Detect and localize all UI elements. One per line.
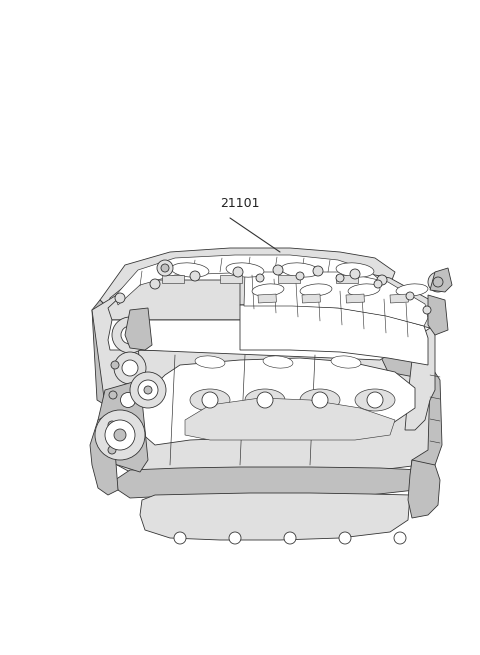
Circle shape — [428, 272, 448, 292]
Polygon shape — [140, 358, 415, 445]
Polygon shape — [92, 296, 145, 430]
Ellipse shape — [190, 389, 230, 411]
Circle shape — [190, 271, 200, 281]
Circle shape — [296, 272, 304, 280]
Text: 21101: 21101 — [220, 197, 260, 210]
Polygon shape — [100, 248, 395, 308]
Bar — [390, 294, 408, 303]
Circle shape — [122, 360, 138, 376]
Ellipse shape — [252, 284, 284, 296]
Circle shape — [257, 392, 273, 408]
Polygon shape — [98, 380, 148, 472]
Polygon shape — [125, 308, 152, 350]
Circle shape — [336, 274, 344, 282]
Circle shape — [161, 264, 169, 272]
Bar — [278, 275, 300, 283]
Ellipse shape — [355, 389, 395, 411]
Polygon shape — [125, 350, 428, 450]
Circle shape — [423, 306, 431, 314]
Polygon shape — [380, 355, 442, 480]
Circle shape — [114, 429, 126, 441]
Circle shape — [377, 275, 387, 285]
Ellipse shape — [396, 284, 428, 296]
Circle shape — [374, 280, 382, 288]
Circle shape — [130, 372, 166, 408]
Polygon shape — [115, 255, 380, 305]
Circle shape — [394, 532, 406, 544]
Circle shape — [406, 292, 414, 300]
Polygon shape — [108, 280, 390, 320]
Bar — [220, 275, 242, 283]
Polygon shape — [430, 268, 452, 292]
Polygon shape — [115, 467, 428, 498]
Circle shape — [108, 421, 116, 429]
Circle shape — [121, 326, 139, 344]
Ellipse shape — [336, 263, 374, 277]
Bar — [162, 275, 184, 283]
Polygon shape — [428, 295, 448, 335]
Circle shape — [144, 386, 152, 394]
Circle shape — [105, 420, 135, 450]
Circle shape — [150, 279, 160, 289]
Circle shape — [115, 293, 125, 303]
Ellipse shape — [245, 389, 285, 411]
Polygon shape — [140, 493, 410, 540]
Circle shape — [256, 274, 264, 282]
Circle shape — [109, 391, 117, 399]
Circle shape — [138, 380, 158, 400]
Ellipse shape — [348, 284, 380, 296]
Circle shape — [284, 532, 296, 544]
Circle shape — [367, 392, 383, 408]
Circle shape — [312, 392, 328, 408]
Circle shape — [108, 446, 116, 454]
Ellipse shape — [281, 263, 319, 277]
Circle shape — [114, 352, 146, 384]
Bar — [302, 294, 320, 303]
Ellipse shape — [171, 263, 209, 277]
Circle shape — [113, 385, 143, 415]
Ellipse shape — [263, 356, 293, 368]
Ellipse shape — [195, 356, 225, 368]
Circle shape — [273, 265, 283, 275]
Circle shape — [120, 392, 135, 407]
Polygon shape — [185, 398, 395, 440]
Polygon shape — [405, 318, 435, 430]
Circle shape — [202, 392, 218, 408]
Polygon shape — [244, 272, 428, 326]
Circle shape — [233, 267, 243, 277]
Polygon shape — [105, 350, 430, 472]
Bar — [336, 275, 358, 283]
Polygon shape — [408, 460, 440, 518]
Circle shape — [95, 410, 145, 460]
Polygon shape — [108, 298, 388, 360]
Polygon shape — [240, 268, 435, 328]
Polygon shape — [92, 300, 110, 405]
Ellipse shape — [226, 263, 264, 277]
Circle shape — [313, 266, 323, 276]
Polygon shape — [90, 415, 118, 495]
Circle shape — [339, 532, 351, 544]
Circle shape — [174, 532, 186, 544]
Ellipse shape — [331, 356, 361, 368]
Circle shape — [157, 260, 173, 276]
Circle shape — [111, 361, 119, 369]
Circle shape — [433, 277, 443, 287]
Circle shape — [112, 317, 148, 353]
Bar — [258, 294, 276, 303]
Ellipse shape — [300, 389, 340, 411]
Bar — [346, 294, 364, 303]
Circle shape — [350, 269, 360, 279]
Polygon shape — [240, 305, 428, 365]
Ellipse shape — [300, 284, 332, 296]
Circle shape — [229, 532, 241, 544]
